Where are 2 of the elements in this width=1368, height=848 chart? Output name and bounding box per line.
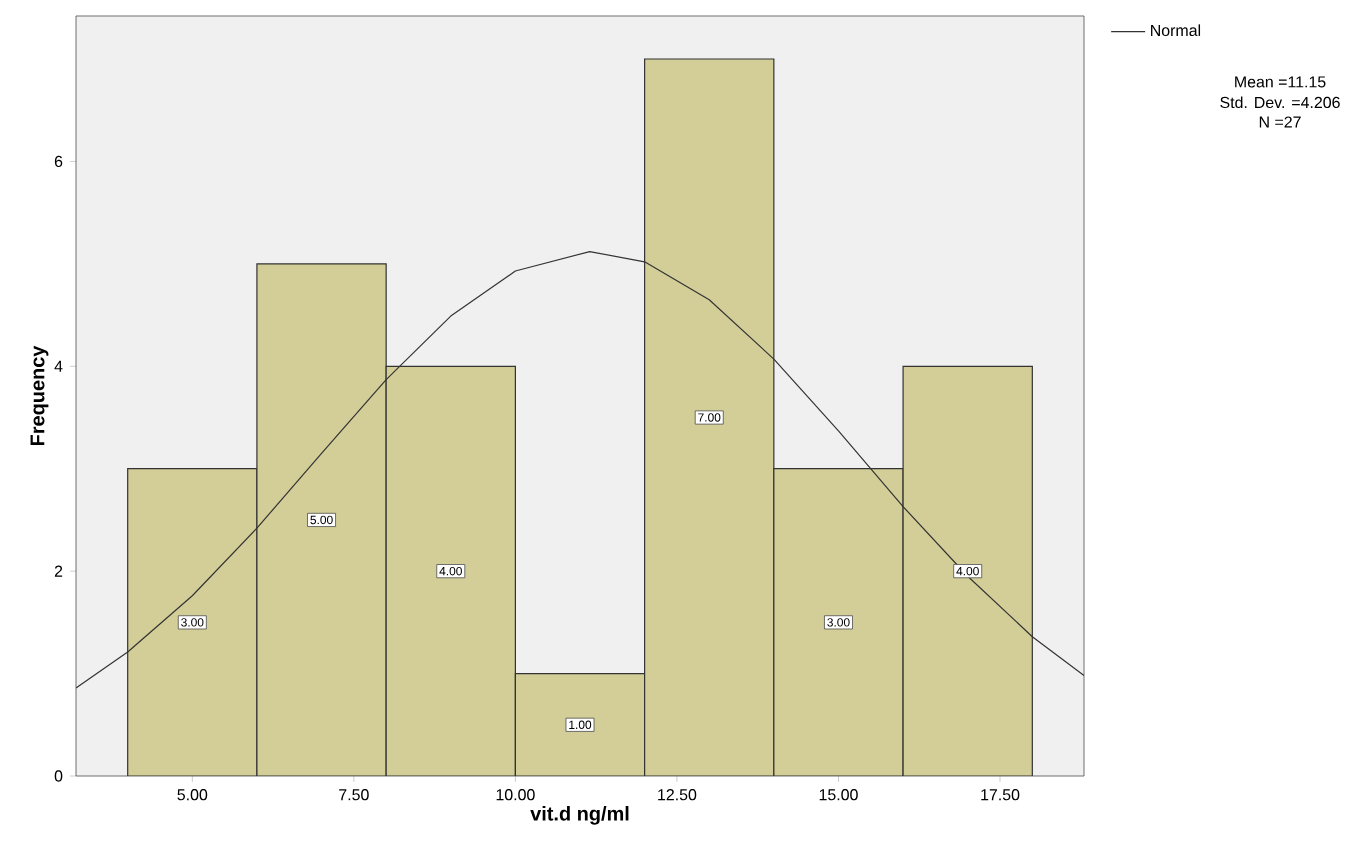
x-axis-title: vit.d ng/ml [530,806,629,825]
y-axis-title: Frequency [30,345,49,446]
